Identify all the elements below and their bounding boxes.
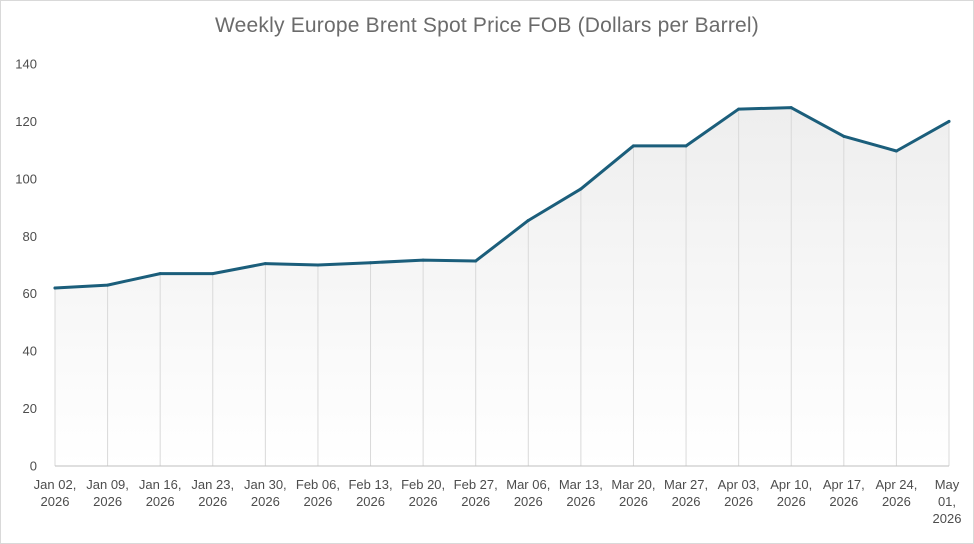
data-point [631, 144, 635, 148]
data-point [684, 144, 688, 148]
y-tick-label: 0 [30, 459, 37, 474]
x-tick-label: Apr 24, 2026 [875, 477, 917, 509]
data-point [263, 262, 267, 266]
data-point [474, 259, 478, 263]
data-point [369, 261, 373, 265]
data-point [421, 258, 425, 262]
x-tick-label: Apr 10, 2026 [770, 477, 812, 509]
x-tick-label: Jan 23, 2026 [191, 477, 234, 509]
x-tick-label: Feb 13, 2026 [348, 477, 392, 509]
data-point [789, 106, 793, 110]
x-tick-label: Mar 27, 2026 [664, 477, 708, 509]
x-tick-label: Feb 27, 2026 [454, 477, 498, 509]
x-tick-label: Mar 06, 2026 [506, 477, 550, 509]
y-tick-label: 40 [23, 344, 37, 359]
x-tick-label: Mar 13, 2026 [559, 477, 603, 509]
y-tick-label: 80 [23, 229, 37, 244]
x-tick-label: May 01, 2026 [933, 477, 962, 526]
y-tick-label: 140 [15, 57, 37, 72]
y-tick-label: 20 [23, 401, 37, 416]
series-line-brent-price [53, 106, 951, 290]
data-point [737, 107, 741, 111]
x-tick-label: Mar 20, 2026 [611, 477, 655, 509]
data-point [106, 283, 110, 287]
x-tick-label: Jan 09, 2026 [86, 477, 129, 509]
data-point [579, 187, 583, 191]
y-tick-label: 60 [23, 286, 37, 301]
chart-title: Weekly Europe Brent Spot Price FOB (Doll… [215, 14, 759, 37]
x-tick-label: Apr 17, 2026 [823, 477, 865, 509]
x-tick-label: Feb 06, 2026 [296, 477, 340, 509]
data-point [158, 272, 162, 276]
x-tick-label: Feb 20, 2026 [401, 477, 445, 509]
y-tick-label: 120 [15, 114, 37, 129]
data-point [894, 149, 898, 153]
data-point [842, 134, 846, 138]
data-point [947, 119, 951, 123]
y-tick-label: 100 [15, 171, 37, 186]
area-fill [55, 107, 949, 466]
x-tick-label: Jan 02, 2026 [34, 477, 77, 509]
x-tick-label: Apr 03, 2026 [718, 477, 760, 509]
x-tick-label: Jan 30, 2026 [244, 477, 287, 509]
x-tick-label: Jan 16, 2026 [139, 477, 182, 509]
data-point [526, 218, 530, 222]
data-point [53, 286, 57, 290]
data-point [211, 272, 215, 276]
data-point [316, 263, 320, 267]
